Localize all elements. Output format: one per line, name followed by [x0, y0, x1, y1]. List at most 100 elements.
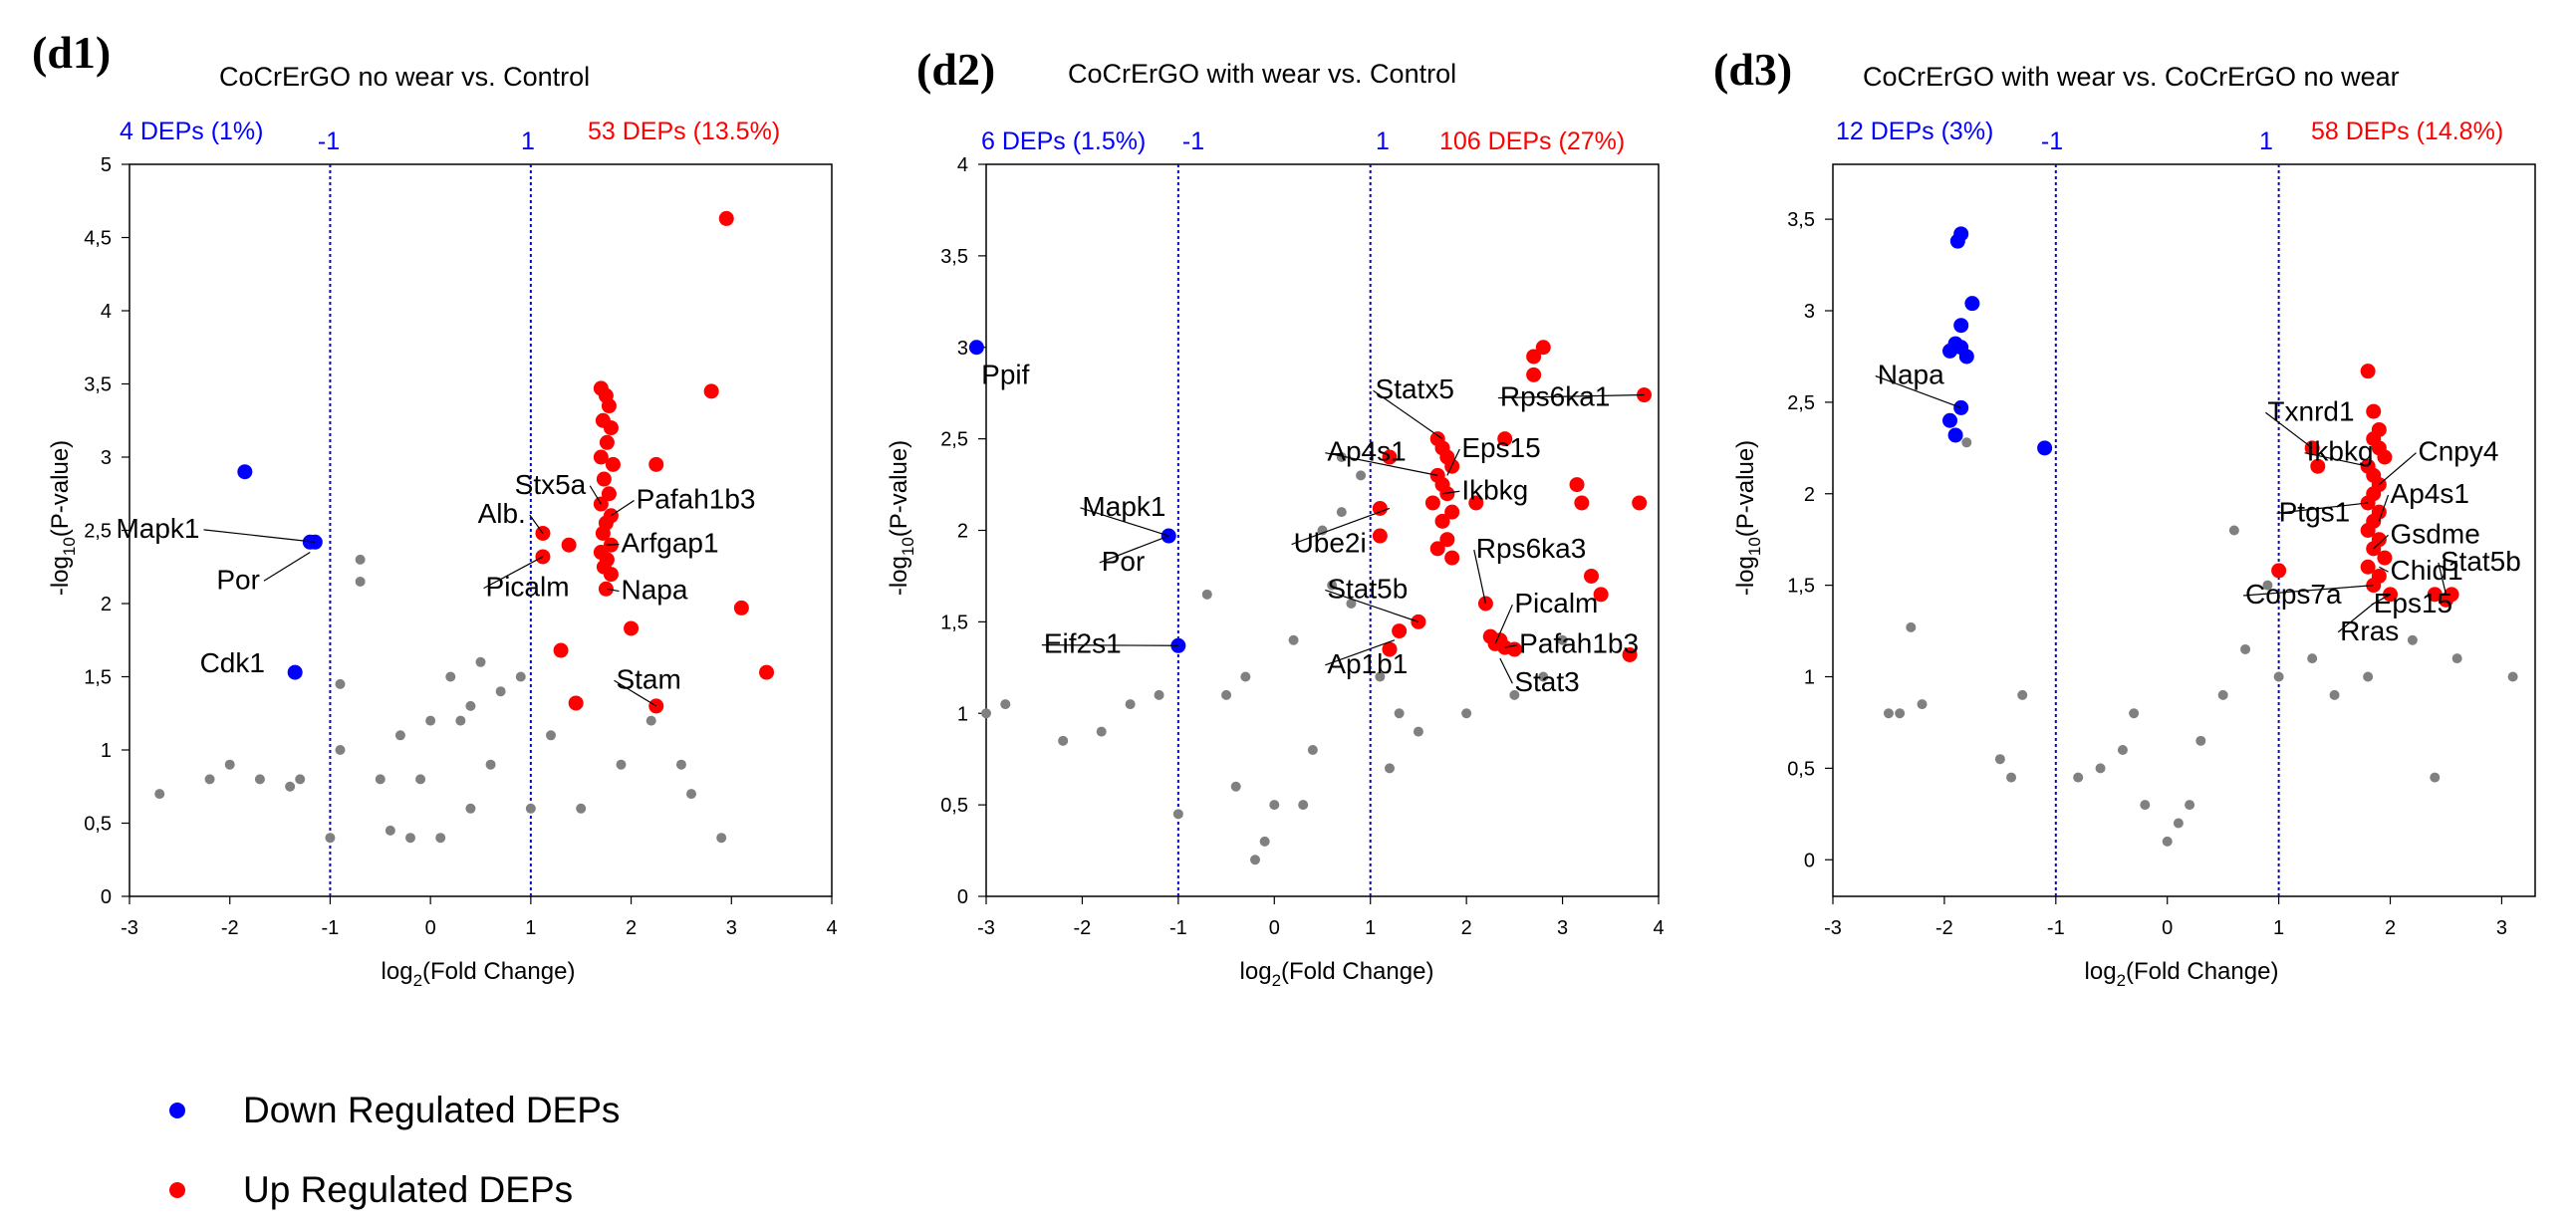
down-point [968, 340, 984, 356]
protein-label: Eif2s1 [1044, 628, 1122, 659]
protein-label: Txnrd1 [2267, 395, 2354, 426]
down-point [1949, 233, 1965, 249]
x-tick-label: 1 [2273, 917, 2284, 939]
ns-point [445, 671, 456, 682]
ns-point [1201, 589, 1212, 600]
protein-label: Cops7a [2245, 579, 2342, 610]
protein-label: Stam [616, 663, 680, 694]
annotation-leader [1325, 452, 1438, 476]
ns-point [2407, 634, 2418, 645]
up-point [603, 420, 619, 436]
ns-point [495, 686, 506, 697]
annotation-leader [1080, 507, 1169, 537]
up-point [2360, 364, 2376, 379]
ns-point [1172, 809, 1183, 820]
annotation-leader [2438, 562, 2447, 595]
ns-point [1394, 708, 1405, 719]
y-tick-label: 2 [957, 521, 968, 543]
x-tick-label: 0 [1269, 917, 1280, 939]
x-tick-label: -3 [977, 917, 995, 939]
ns-point [415, 774, 426, 785]
ns-point [616, 759, 627, 770]
protein-label: Mapk1 [116, 513, 199, 544]
x-tick-label: 3 [2496, 917, 2507, 939]
ns-point [2240, 643, 2251, 654]
annotation-leader [2243, 585, 2374, 597]
x-axis-title: log2(Fold Change) [1240, 958, 1434, 990]
up-point [2366, 403, 2382, 419]
protein-label: Chid1 [2391, 555, 2463, 586]
ns-point [1917, 699, 1928, 710]
protein-label: Ap4s1 [2391, 478, 2469, 509]
down-point [287, 664, 303, 680]
up-point [2360, 523, 2376, 538]
ns-point [1317, 525, 1328, 536]
protein-label: Pafah1b3 [637, 483, 756, 514]
x-tick-label: 4 [826, 917, 837, 939]
up-point [1535, 340, 1551, 356]
ns-point [2195, 735, 2206, 746]
protein-label: Ppif [981, 360, 1029, 390]
annotation-leader [1099, 535, 1169, 564]
up-point [1372, 500, 1388, 516]
protein-label: Mapk1 [1082, 491, 1165, 522]
panel-d2: (d2) CoCrErGO with wear vs. Control 6 DE… [886, 44, 1665, 990]
ns-point [2140, 800, 2151, 811]
x-tick-label: -3 [1824, 917, 1842, 939]
up-point [568, 695, 584, 711]
up-point [1584, 568, 1599, 584]
ns-point [1385, 763, 1395, 774]
protein-label: Eps15 [2374, 588, 2452, 618]
up-point [1429, 541, 1445, 557]
up-point [718, 210, 734, 226]
annotation-leader [1325, 639, 1396, 666]
x-tick-label: -1 [1169, 917, 1187, 939]
up-point [703, 383, 719, 399]
y-tick-label: 3,5 [84, 374, 112, 396]
protein-label: Rras [2340, 615, 2399, 646]
up-point [1468, 495, 1484, 511]
ns-point [1327, 580, 1338, 591]
ns-point [1356, 470, 1367, 481]
down-point [1953, 318, 1969, 334]
panel-label: (d1) [32, 27, 111, 78]
ns-point [1906, 621, 1917, 632]
ns-point [2017, 689, 2028, 700]
ns-point [525, 803, 536, 814]
panel-title: CoCrErGO with wear vs. CoCrErGO no wear [1863, 62, 2400, 92]
x-tick-label: -2 [1935, 917, 1953, 939]
up-point [1574, 495, 1590, 511]
plot-frame [1832, 163, 2536, 897]
ns-point [1895, 708, 1906, 719]
ns-point [1221, 689, 1232, 700]
ns-point [981, 708, 991, 719]
data-points [154, 210, 775, 844]
ns-point [2329, 689, 2340, 700]
ns-point [2173, 818, 2184, 829]
ns-point [1154, 689, 1164, 700]
threshold-label-neg: -1 [1182, 127, 1204, 155]
x-tick-label: 1 [525, 917, 536, 939]
y-tick-label: 4 [101, 301, 112, 323]
annotation-leader [2304, 452, 2369, 467]
up-point [2377, 449, 2393, 465]
annotation-leader [1497, 393, 1645, 399]
annotation-leader [203, 529, 316, 543]
up-count-label: 53 DEPs (13.5%) [588, 118, 780, 145]
ns-point [1538, 671, 1549, 682]
down-point [1942, 343, 1957, 359]
ns-point [254, 774, 265, 785]
legend-label-down: Down Regulated DEPs [243, 1090, 621, 1130]
ns-point [576, 803, 587, 814]
y-tick-label: 2,5 [1787, 392, 1815, 414]
ns-point [1240, 671, 1251, 682]
ns-point [1250, 855, 1260, 865]
ns-point [1096, 726, 1107, 737]
down-point [1947, 427, 1963, 443]
y-tick-label: 0 [1804, 850, 1815, 871]
threshold-label-pos: 1 [521, 127, 535, 155]
ns-point [335, 678, 346, 689]
up-point [1392, 623, 1408, 639]
x-tick-label: 2 [2385, 917, 2396, 939]
up-point [553, 642, 569, 658]
